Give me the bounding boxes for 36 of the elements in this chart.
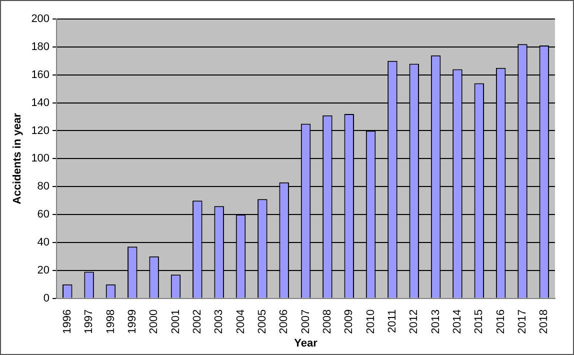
x-tick-label: 1999 [126, 309, 138, 334]
y-tick-label: 20 [37, 264, 50, 276]
x-tick-label: 2015 [473, 309, 486, 334]
y-tick-label: 180 [31, 40, 50, 53]
x-tick-label: 1998 [104, 309, 117, 334]
x-tick-label: 2017 [516, 309, 529, 334]
x-tick-label: 2002 [191, 309, 204, 334]
x-tick-label: 2013 [430, 309, 442, 334]
y-tick-label: 40 [37, 236, 50, 248]
x-tick-label: 1997 [83, 309, 96, 334]
y-tick-label: 100 [31, 152, 50, 165]
x-tick-label: 2018 [538, 309, 550, 334]
y-tick-label: 160 [31, 68, 50, 81]
x-tick-label: 2005 [256, 309, 268, 334]
x-tick-label: 2010 [364, 309, 377, 334]
y-tick-label: 140 [31, 96, 50, 109]
x-tick-label: 1996 [61, 309, 74, 334]
x-tick-label: 2016 [494, 309, 507, 334]
x-tick-label: 2003 [213, 309, 226, 334]
y-tick-label: 60 [37, 208, 50, 221]
x-tick-label: 2004 [234, 309, 247, 334]
x-tick-label: 2008 [321, 309, 334, 334]
x-tick-label: 2001 [170, 309, 182, 334]
x-tick-label: 2014 [452, 309, 464, 334]
x-tick-label: 2011 [386, 309, 398, 333]
x-tick-label: 2007 [300, 309, 312, 334]
y-tick-label: 0 [43, 292, 50, 304]
x-tick-label: 2000 [148, 309, 160, 334]
y-tick-label: 200 [31, 13, 50, 26]
x-tick-label: 2006 [278, 309, 290, 334]
x-tick-label: 2012 [408, 309, 420, 334]
x-axis-title: Year [294, 337, 318, 350]
y-tick-label: 120 [31, 124, 50, 137]
x-tick-label: 2009 [343, 309, 356, 334]
y-tick-label: 80 [37, 180, 50, 193]
y-axis-title: Accidents in year [12, 112, 24, 204]
